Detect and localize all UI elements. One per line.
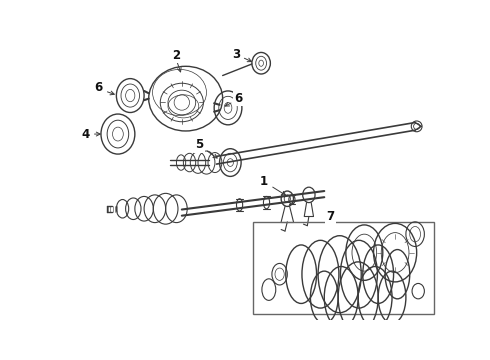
Text: 2: 2 [172,49,180,62]
Text: 3: 3 [232,48,241,61]
Text: 6: 6 [234,92,242,105]
Bar [253,222,435,314]
Text: 7: 7 [326,210,335,223]
Text: 5: 5 [196,138,204,151]
Text: 4: 4 [81,127,90,140]
Text: 1: 1 [260,175,269,188]
Text: 6: 6 [95,81,103,94]
